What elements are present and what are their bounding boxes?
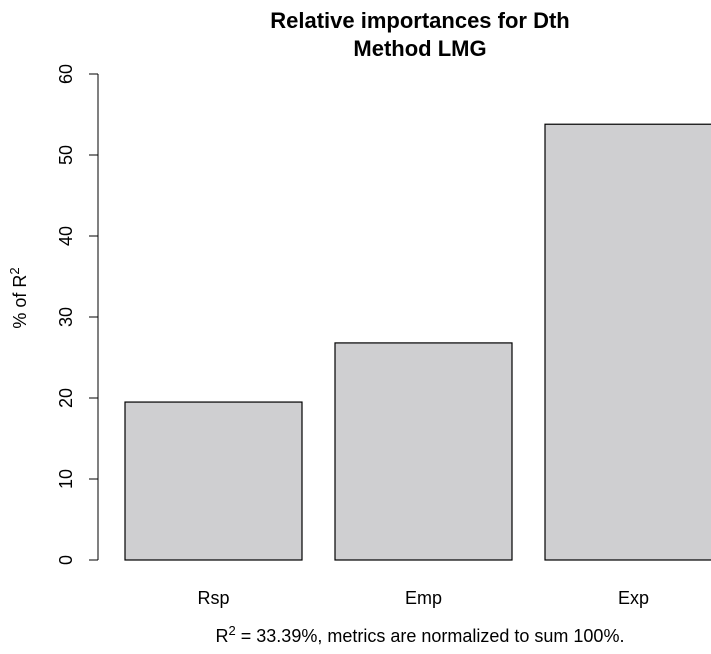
bars <box>124 123 711 561</box>
footnote-text: = 33.39%, metrics are normalized to sum … <box>236 626 625 646</box>
x-tick-label-rsp: Rsp <box>197 588 229 608</box>
chart-subtitle: Method LMG <box>353 36 486 61</box>
x-tick-label-exp: Exp <box>618 588 649 608</box>
y-axis-label: % of R2 <box>7 267 31 328</box>
y-axis-label-superscript: 2 <box>7 267 22 274</box>
y-tick-label: 40 <box>56 226 76 246</box>
footnote-r: R <box>216 626 229 646</box>
bar-emp <box>334 342 513 561</box>
chart-title: Relative importances for Dth <box>270 8 570 33</box>
y-tick-label: 30 <box>56 307 76 327</box>
y-axis: 0 10 20 30 40 50 60 <box>56 64 99 565</box>
bar-rsp <box>124 401 303 561</box>
y-tick-label: 60 <box>56 64 76 84</box>
y-ticks: 0 10 20 30 40 50 60 <box>56 64 98 565</box>
bar-exp <box>544 123 711 561</box>
y-tick-label: 10 <box>56 469 76 489</box>
x-tick-labels: Rsp Emp Exp <box>197 588 649 608</box>
y-tick-label: 50 <box>56 145 76 165</box>
footnote-superscript: 2 <box>229 623 236 638</box>
y-axis-label-text: % of R <box>10 275 30 329</box>
y-tick-label: 0 <box>56 555 76 565</box>
x-tick-label-emp: Emp <box>405 588 442 608</box>
y-tick-label: 20 <box>56 388 76 408</box>
footnote: R2 = 33.39%, metrics are normalized to s… <box>216 623 625 647</box>
